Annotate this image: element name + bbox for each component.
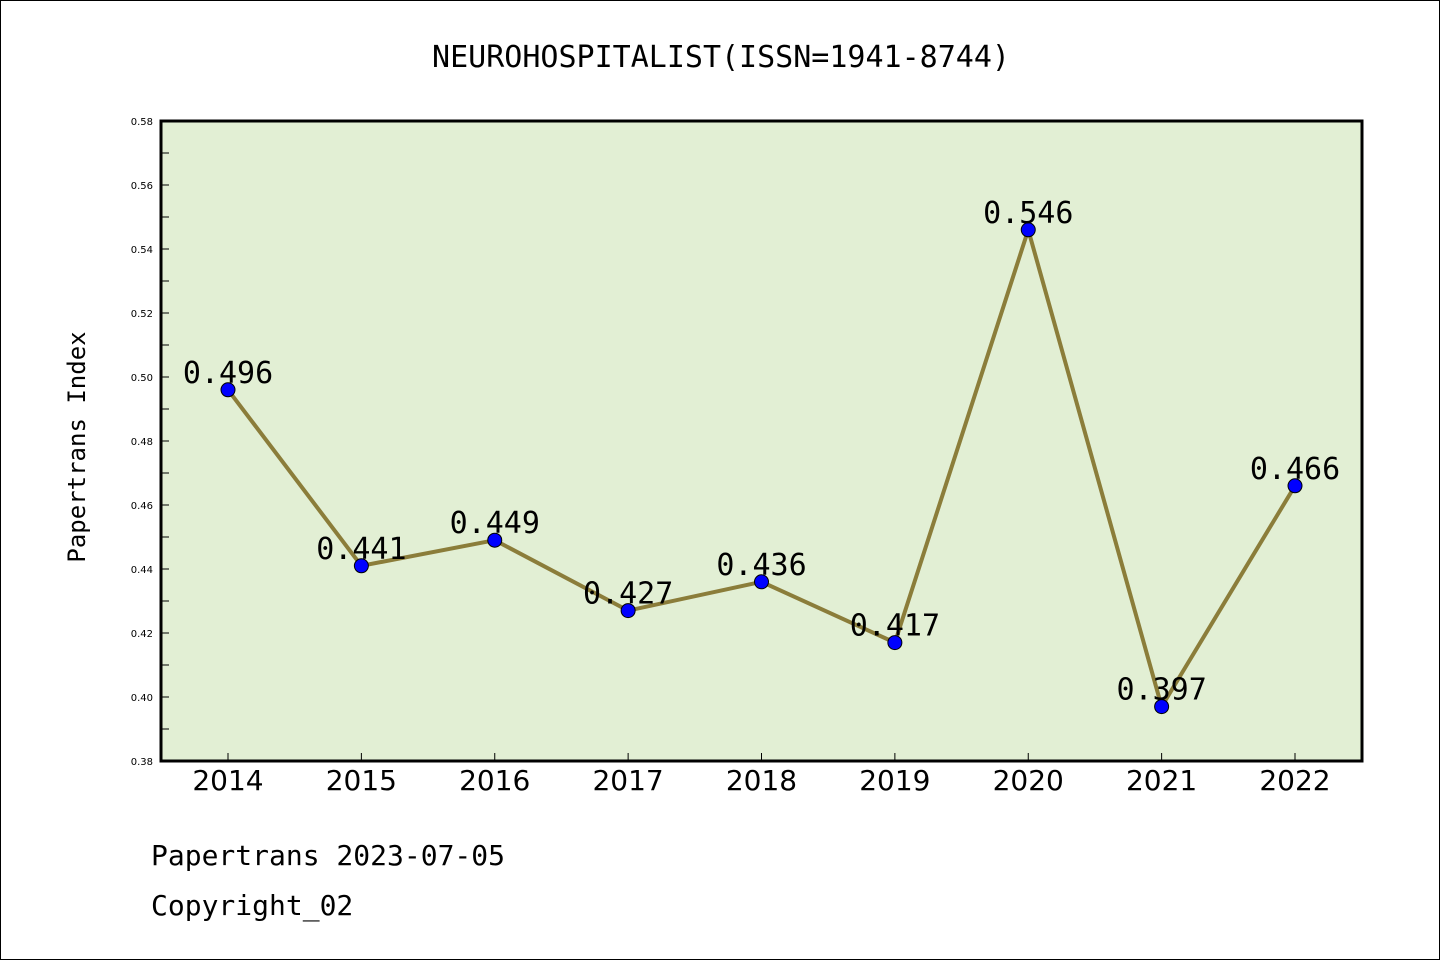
footer-date: Papertrans 2023-07-05 (151, 839, 505, 872)
y-tick-label: 0.42 (131, 629, 153, 640)
x-tick-label: 2017 (592, 764, 663, 797)
data-point (353, 558, 369, 574)
data-point (620, 603, 636, 619)
x-tick-label: 2019 (859, 764, 930, 797)
y-tick-label: 0.52 (131, 309, 153, 320)
data-label: 0.496 (183, 356, 273, 391)
x-axis: 2014 2015 2016 2017 2018 2019 2020 2021 2022 (192, 753, 1331, 797)
y-tick-label: 0.44 (131, 565, 153, 576)
data-point (487, 532, 503, 548)
x-tick-label: 2015 (326, 764, 397, 797)
x-tick-label: 2020 (993, 764, 1064, 797)
chart-title: NEUROHOSPITALIST(ISSN=1941-8744) (432, 40, 1010, 75)
plot-border (159, 119, 1364, 763)
data-point (754, 574, 769, 590)
y-axis-label: Papertrans Index (63, 331, 91, 562)
y-tick-label: 0.54 (131, 245, 153, 256)
x-tick-label: 2022 (1259, 764, 1330, 797)
data-point (1154, 699, 1170, 715)
x-tick-label: 2018 (726, 764, 797, 797)
data-label: 0.397 (1116, 673, 1206, 708)
data-label: 0.417 (850, 609, 940, 644)
data-point (1287, 478, 1303, 494)
x-tick-label: 2016 (459, 764, 530, 797)
y-tick-label: 0.40 (131, 693, 153, 704)
y-tick-label: 0.46 (131, 501, 153, 512)
data-label: 0.466 (1250, 452, 1340, 487)
y-tick-label: 0.58 (131, 117, 153, 128)
y-tick-label: 0.38 (131, 757, 153, 768)
data-label: 0.449 (450, 506, 540, 541)
data-label: 0.427 (583, 577, 673, 612)
y-tick-label: 0.50 (131, 373, 153, 384)
y-axis: 0.38 0.40 0.42 0.44 0.46 0.48 0.50 0.52 0.54 0.56… (131, 117, 169, 768)
plot-area (161, 121, 1362, 761)
series-layer: 0.496 0.441 0.449 0.427 0.436 0.417 0.546 0.397… (183, 196, 1340, 715)
x-tick-label: 2014 (192, 764, 263, 797)
footer-copyright: Copyright_02 (151, 889, 353, 923)
y-tick-label: 0.48 (131, 437, 153, 448)
y-tick-label: 0.56 (131, 181, 153, 192)
data-label: 0.436 (716, 548, 806, 583)
data-label: 0.441 (316, 532, 406, 567)
data-point (887, 635, 903, 651)
x-tick-label: 2021 (1126, 764, 1197, 797)
data-point (220, 382, 236, 398)
data-label: 0.546 (983, 196, 1073, 231)
data-point (1020, 222, 1036, 238)
